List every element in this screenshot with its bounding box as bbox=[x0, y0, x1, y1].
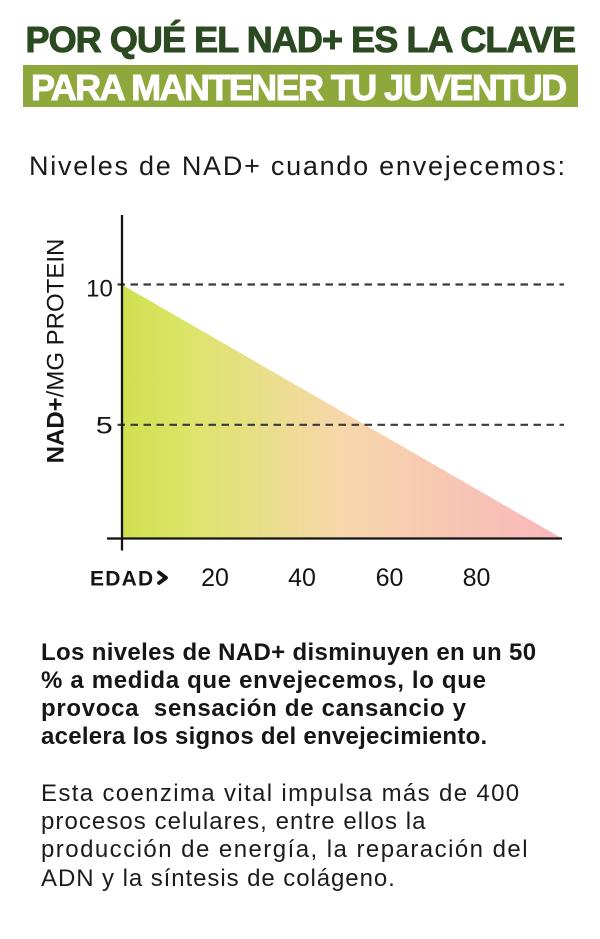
svg-text:20: 20 bbox=[201, 564, 229, 592]
svg-text:80: 80 bbox=[463, 564, 491, 592]
svg-text:40: 40 bbox=[288, 564, 316, 592]
svg-text:10: 10 bbox=[86, 275, 113, 302]
svg-text:5: 5 bbox=[96, 413, 113, 440]
svg-text:NAD+/MG PROTEIN: NAD+/MG PROTEIN bbox=[42, 239, 69, 464]
svg-text:60: 60 bbox=[376, 564, 404, 592]
svg-text:EDAD: EDAD bbox=[90, 567, 154, 590]
